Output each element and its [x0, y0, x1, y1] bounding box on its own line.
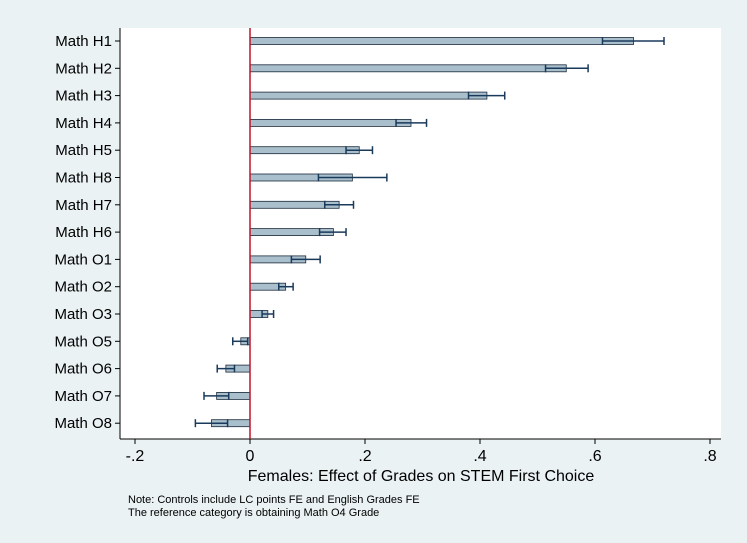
x-tick-label: 0	[246, 448, 255, 465]
axes-layer: -.2 0 .2 .4 .6 .8 Math H1 Math H2 Math H3 Math H4…	[54, 28, 721, 465]
x-tick-label: .6	[588, 448, 601, 465]
y-tick-label: Math O3	[54, 306, 112, 323]
y-tick-label: Math O8	[54, 415, 112, 432]
bar	[249, 146, 360, 155]
y-tick-label: Math O6	[54, 361, 112, 378]
y-tick-label: Math H1	[55, 33, 112, 50]
note-controls: Note: Controls include LC points FE and …	[128, 494, 420, 506]
note-reference: The reference category is obtaining Math…	[128, 507, 380, 519]
x-axis-label: Females: Effect of Grades on STEM First …	[248, 468, 595, 485]
y-tick-label: Math O7	[54, 388, 112, 405]
x-tick-label: .4	[473, 448, 486, 465]
y-tick-label: Math O2	[54, 279, 112, 296]
y-tick-label: Math H4	[55, 115, 112, 132]
bar	[249, 37, 634, 45]
y-tick-label: Math O5	[54, 333, 112, 350]
y-tick-label: Math H2	[55, 60, 112, 77]
y-tick-label: Math H5	[55, 142, 112, 159]
plot-area	[120, 28, 721, 439]
x-tick-label: .2	[358, 448, 371, 465]
y-tick-label: Math H6	[55, 224, 112, 241]
bar	[249, 91, 488, 100]
y-tick-label: Math H3	[55, 88, 112, 105]
y-tick-label: Math H7	[55, 197, 112, 214]
bar	[249, 64, 567, 73]
x-tick-label: .8	[703, 448, 716, 465]
y-tick-label: Math O1	[54, 251, 112, 268]
y-tick-label: Math H8	[55, 170, 112, 187]
bar	[249, 119, 412, 127]
x-tick-label: -.2	[126, 448, 145, 465]
